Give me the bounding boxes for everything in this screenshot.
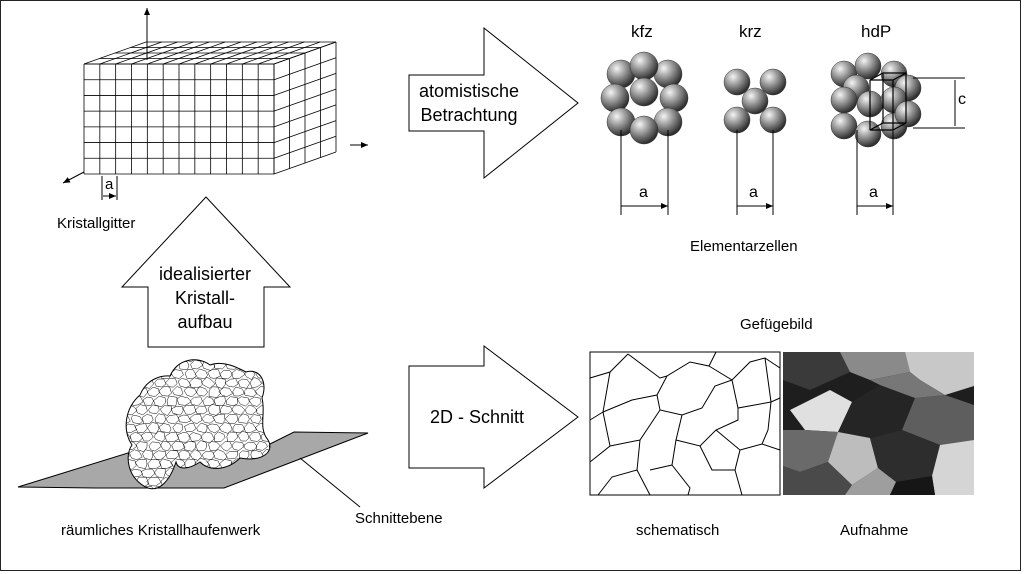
arrow-atomistic-label: atomistische Betrachtung xyxy=(414,79,524,127)
caption-kristallgitter: Kristallgitter xyxy=(57,215,136,232)
arrow-idealized-line1: idealisierter xyxy=(158,264,252,284)
plane-pointer xyxy=(299,457,361,508)
caption-schnittebene: Schnittebene xyxy=(355,510,443,527)
arrow-section xyxy=(408,344,579,490)
caption-gefuegebild: Gefügebild xyxy=(740,316,813,333)
unit-cell-dimensions xyxy=(620,77,965,215)
cell-krz-dimension: a xyxy=(749,184,758,201)
arrow-atomistic-line2: Betrachtung xyxy=(420,105,518,125)
cell-hdp-dimension: a xyxy=(869,184,878,201)
microstructure-schematic xyxy=(589,351,781,496)
unit-cell-hdp xyxy=(830,52,922,148)
cell-name-kfz: kfz xyxy=(631,22,653,41)
unit-cell-krz xyxy=(723,68,787,134)
arrow-idealized-line3: aufbau xyxy=(177,312,233,332)
microstructure-photo xyxy=(783,352,974,495)
lattice-dimension-a xyxy=(101,176,118,200)
caption-aufnahme: Aufnahme xyxy=(840,522,909,539)
lattice-axes xyxy=(62,8,368,184)
arrow-idealized xyxy=(120,196,292,348)
cell-name-hdp: hdP xyxy=(861,22,892,41)
cell-name-krz: krz xyxy=(739,22,762,41)
crystal-aggregate xyxy=(17,359,369,508)
unit-cell-kfz xyxy=(600,51,689,145)
caption-elementarzellen: Elementarzellen xyxy=(690,238,798,255)
caption-schematisch: schematisch xyxy=(636,522,720,539)
arrow-idealized-line2: Kristall- xyxy=(174,288,235,308)
cell-hdp-height: c xyxy=(958,91,966,108)
arrow-atomistic xyxy=(408,26,579,180)
caption-kristallhaufenwerk: räumliches Kristallhaufenwerk xyxy=(61,522,261,539)
lattice-dimension-label: a xyxy=(105,176,114,193)
arrow-atomistic-line1: atomistische xyxy=(418,81,520,101)
cell-kfz-dimension: a xyxy=(639,184,648,201)
crystal-lattice xyxy=(62,8,368,200)
arrow-section-label: 2D - Schnitt xyxy=(429,407,525,427)
arrow-idealized-label: idealisierter Kristall- aufbau xyxy=(140,262,270,334)
